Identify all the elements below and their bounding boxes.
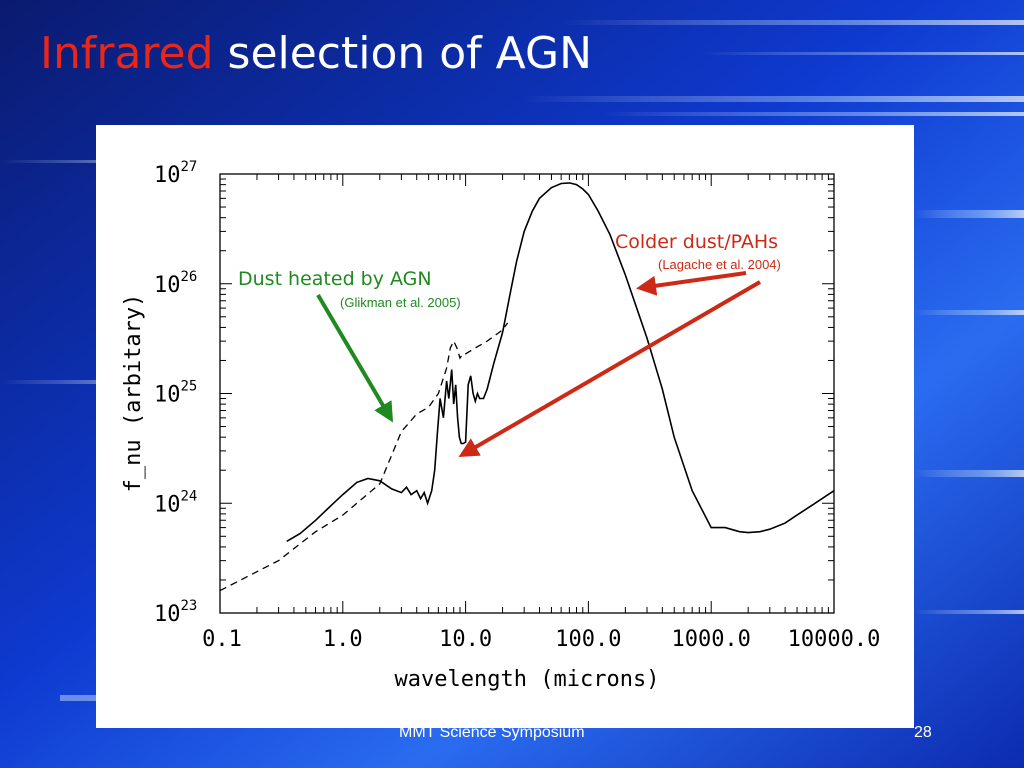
y-tick-label: 1023 [154, 598, 197, 627]
x-tick-label: 10.0 [439, 627, 492, 652]
y-tick-label: 1027 [154, 159, 197, 188]
x-tick-labels: 0.1 1.0 10.0 100.0 1000.0 10000.0 [202, 627, 880, 652]
series-solid-line [286, 182, 835, 542]
annotation-glikman: (Glikman et al. 2005) [340, 295, 461, 310]
x-tick-label: 100.0 [555, 627, 621, 652]
y-tick-label: 1025 [154, 379, 197, 408]
arrow-red-short [636, 271, 747, 296]
page-number: 28 [914, 724, 932, 741]
annotation-dust-heated: Dust heated by AGN [238, 268, 432, 290]
x-tick-label: 1.0 [323, 627, 363, 652]
title-highlight: Infrared [40, 28, 214, 79]
footer-text: MMT Science Symposium [399, 724, 585, 741]
y-tick-label: 1024 [154, 488, 197, 517]
x-axis-label: wavelength (microns) [395, 667, 660, 692]
arrow-red-long [458, 280, 762, 458]
axis-ticks [219, 173, 835, 614]
chart-panel [96, 125, 914, 728]
title-rest: selection of AGN [213, 28, 592, 79]
series-dashed-line [219, 322, 509, 592]
x-tick-label: 10000.0 [788, 627, 881, 652]
annotation-lagache: (Lagache et al. 2004) [658, 257, 781, 272]
x-tick-label: 0.1 [202, 627, 242, 652]
y-axis-label: f_nu (arbitary) [121, 294, 146, 493]
arrow-green [316, 293, 394, 423]
y-tick-label: 1026 [154, 269, 197, 298]
annotation-colder-dust: Colder dust/PAHs [615, 231, 778, 253]
slide-title: Infrared selection of AGN [40, 24, 592, 84]
x-tick-label: 1000.0 [671, 627, 750, 652]
y-tick-labels: 1023 1024 1025 1026 1027 [154, 159, 197, 627]
sed-chart: 0.1 1.0 10.0 100.0 1000.0 10000.0 10231024102… [121, 159, 880, 692]
